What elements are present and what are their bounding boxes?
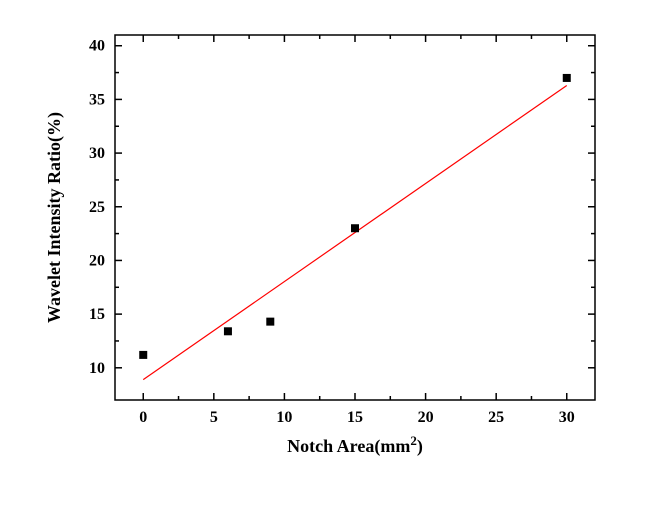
y-tick-label: 40	[89, 38, 105, 55]
y-tick-label: 25	[89, 199, 105, 216]
x-tick-label: 0	[139, 409, 147, 426]
chart-container: 0 5 10 15 20 25 30 10 15 20 25 30 35 40 Notch Area(mm2…	[0, 0, 665, 515]
data-point	[139, 351, 147, 359]
x-tick-label: 10	[276, 409, 292, 426]
y-tick-label: 35	[89, 91, 105, 108]
data-point	[266, 318, 274, 326]
x-tick-label: 25	[488, 409, 504, 426]
x-tick-label: 5	[210, 409, 218, 426]
scatter-chart: 0 5 10 15 20 25 30 10 15 20 25 30 35 40 Notch Area(mm2…	[0, 0, 665, 515]
y-tick-label: 10	[89, 360, 105, 377]
y-tick-label: 20	[89, 252, 105, 269]
data-point	[224, 327, 232, 335]
y-tick-label: 30	[89, 145, 105, 162]
x-tick-label: 30	[559, 409, 575, 426]
x-tick-label: 20	[418, 409, 434, 426]
x-axis-label: Notch Area(mm2)	[287, 433, 423, 458]
data-point	[351, 224, 359, 232]
x-tick-label: 15	[347, 409, 363, 426]
data-point	[563, 74, 571, 82]
y-tick-label: 15	[89, 306, 105, 323]
y-axis-label: Wavelet Intensity Ratio(%)	[44, 112, 65, 323]
